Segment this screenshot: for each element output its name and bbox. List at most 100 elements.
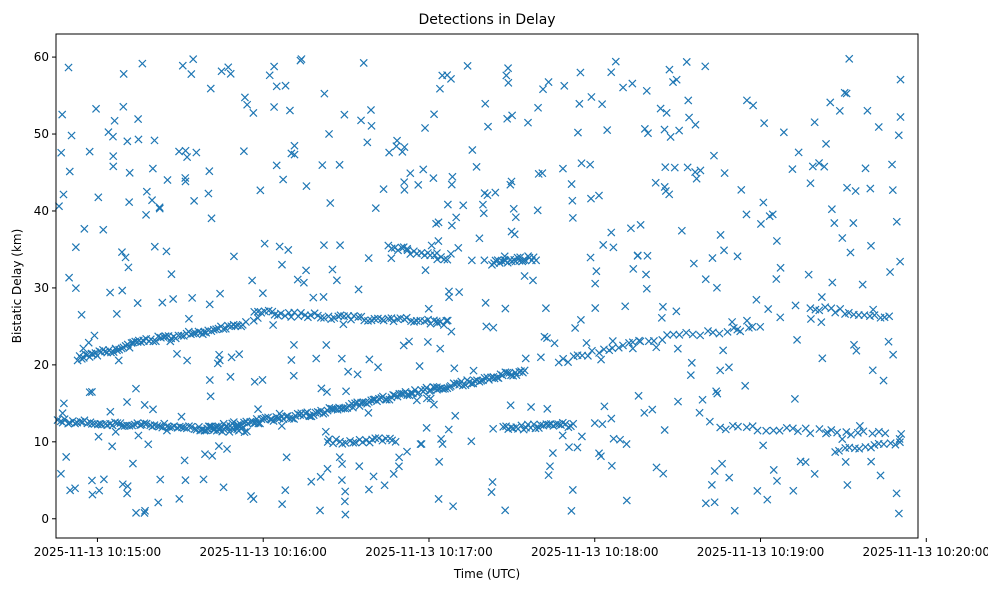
scatter-point [641,270,651,279]
scatter-point [607,414,616,423]
scatter-point [828,278,837,287]
scatter-point [284,245,293,254]
plot-frame [55,33,919,539]
scatter-point [541,304,550,313]
scatter-point [366,105,375,115]
scatter-point [59,190,68,199]
scatter-point [250,377,259,386]
scatter-point [175,494,184,503]
scatter-point [521,256,530,265]
scatter-point [869,305,878,314]
scatter-point [113,419,122,428]
scatter-point [162,247,171,256]
scatter-point [595,348,604,357]
x-tick-label: 2025-11-13 10:15:00 [34,545,161,559]
scatter-point [270,62,279,71]
scatter-point [603,126,612,135]
scatter-point [831,308,840,317]
scatter-point [609,434,618,443]
scatter-point [205,300,214,309]
scatter-point [275,409,284,418]
scatter-point [307,477,316,486]
x-tick-label: 2025-11-13 10:16:00 [199,545,326,559]
scatter-point [73,356,82,365]
scatter-point [249,495,258,504]
scatter-point [432,317,441,326]
scatter-point [208,451,217,460]
scatter-point [686,371,695,380]
scatter-point [426,386,435,395]
scatter-point [403,391,412,400]
scatter-point [336,241,345,250]
scatter-point [608,337,617,346]
scatter-point [804,270,813,279]
scatter-point [542,334,552,343]
scatter-point [886,267,895,277]
scatter-point [395,453,404,462]
scatter-point [571,323,580,333]
scatter-point [713,389,722,398]
scatter-point [177,423,186,432]
scatter-point [861,164,870,173]
scatter-point [559,354,568,363]
scatter-point [296,308,305,317]
scatter-point [710,498,719,507]
scatter-point [369,472,378,481]
scatter-point [642,284,651,293]
scatter-point [600,402,609,411]
scatter-point [447,180,456,189]
scatter-point [884,337,893,346]
scatter-point [469,366,478,375]
scatter-point [626,224,635,233]
scatter-point [629,264,638,273]
scatter-point [150,136,159,145]
scatter-point [447,221,456,230]
scatter-point [156,333,165,342]
scatter-point [840,88,849,97]
scatter-point [661,163,670,172]
scatter-point [534,103,543,112]
scatter-point [622,496,631,505]
scatter-point [892,489,901,498]
scatter-point [319,241,328,250]
scatter-point [708,328,717,337]
scatter-point [897,429,906,438]
scatter-point [422,394,431,403]
scatter-point [533,206,542,215]
scatter-point [764,305,773,314]
scatter-point [793,427,802,436]
scatter-point [527,402,536,412]
scatter-point [841,457,850,466]
scatter-point [708,254,717,263]
scatter-point [342,387,351,396]
scatter-point [752,295,761,304]
scatter-point [84,338,93,347]
scatter-point [204,189,213,198]
scatter-point [834,446,844,455]
scatter-point [410,386,420,395]
scatter-point [633,251,642,260]
scatter-point [205,167,214,176]
y-tick-label: 60 [34,50,49,64]
scatter-point [337,476,346,485]
scatter-point [364,254,373,263]
scatter-point [806,429,815,438]
scatter-point [184,314,193,323]
scatter-point [888,186,897,195]
scatter-point [838,234,847,243]
scatter-point [90,331,99,340]
scatter-point [576,68,585,77]
scatter-point [199,328,209,337]
scatter-point [180,456,189,465]
scatter-point [677,226,686,235]
scatter-point [582,338,591,348]
scatter-point [703,326,713,336]
scatter-point [106,407,115,416]
scatter-point [724,363,733,372]
scatter-point [412,316,421,325]
scatter-point [88,490,97,499]
scatter-point [412,396,421,405]
scatter-point [564,443,574,452]
scatter-point [628,338,637,347]
scatter-point [443,200,452,209]
